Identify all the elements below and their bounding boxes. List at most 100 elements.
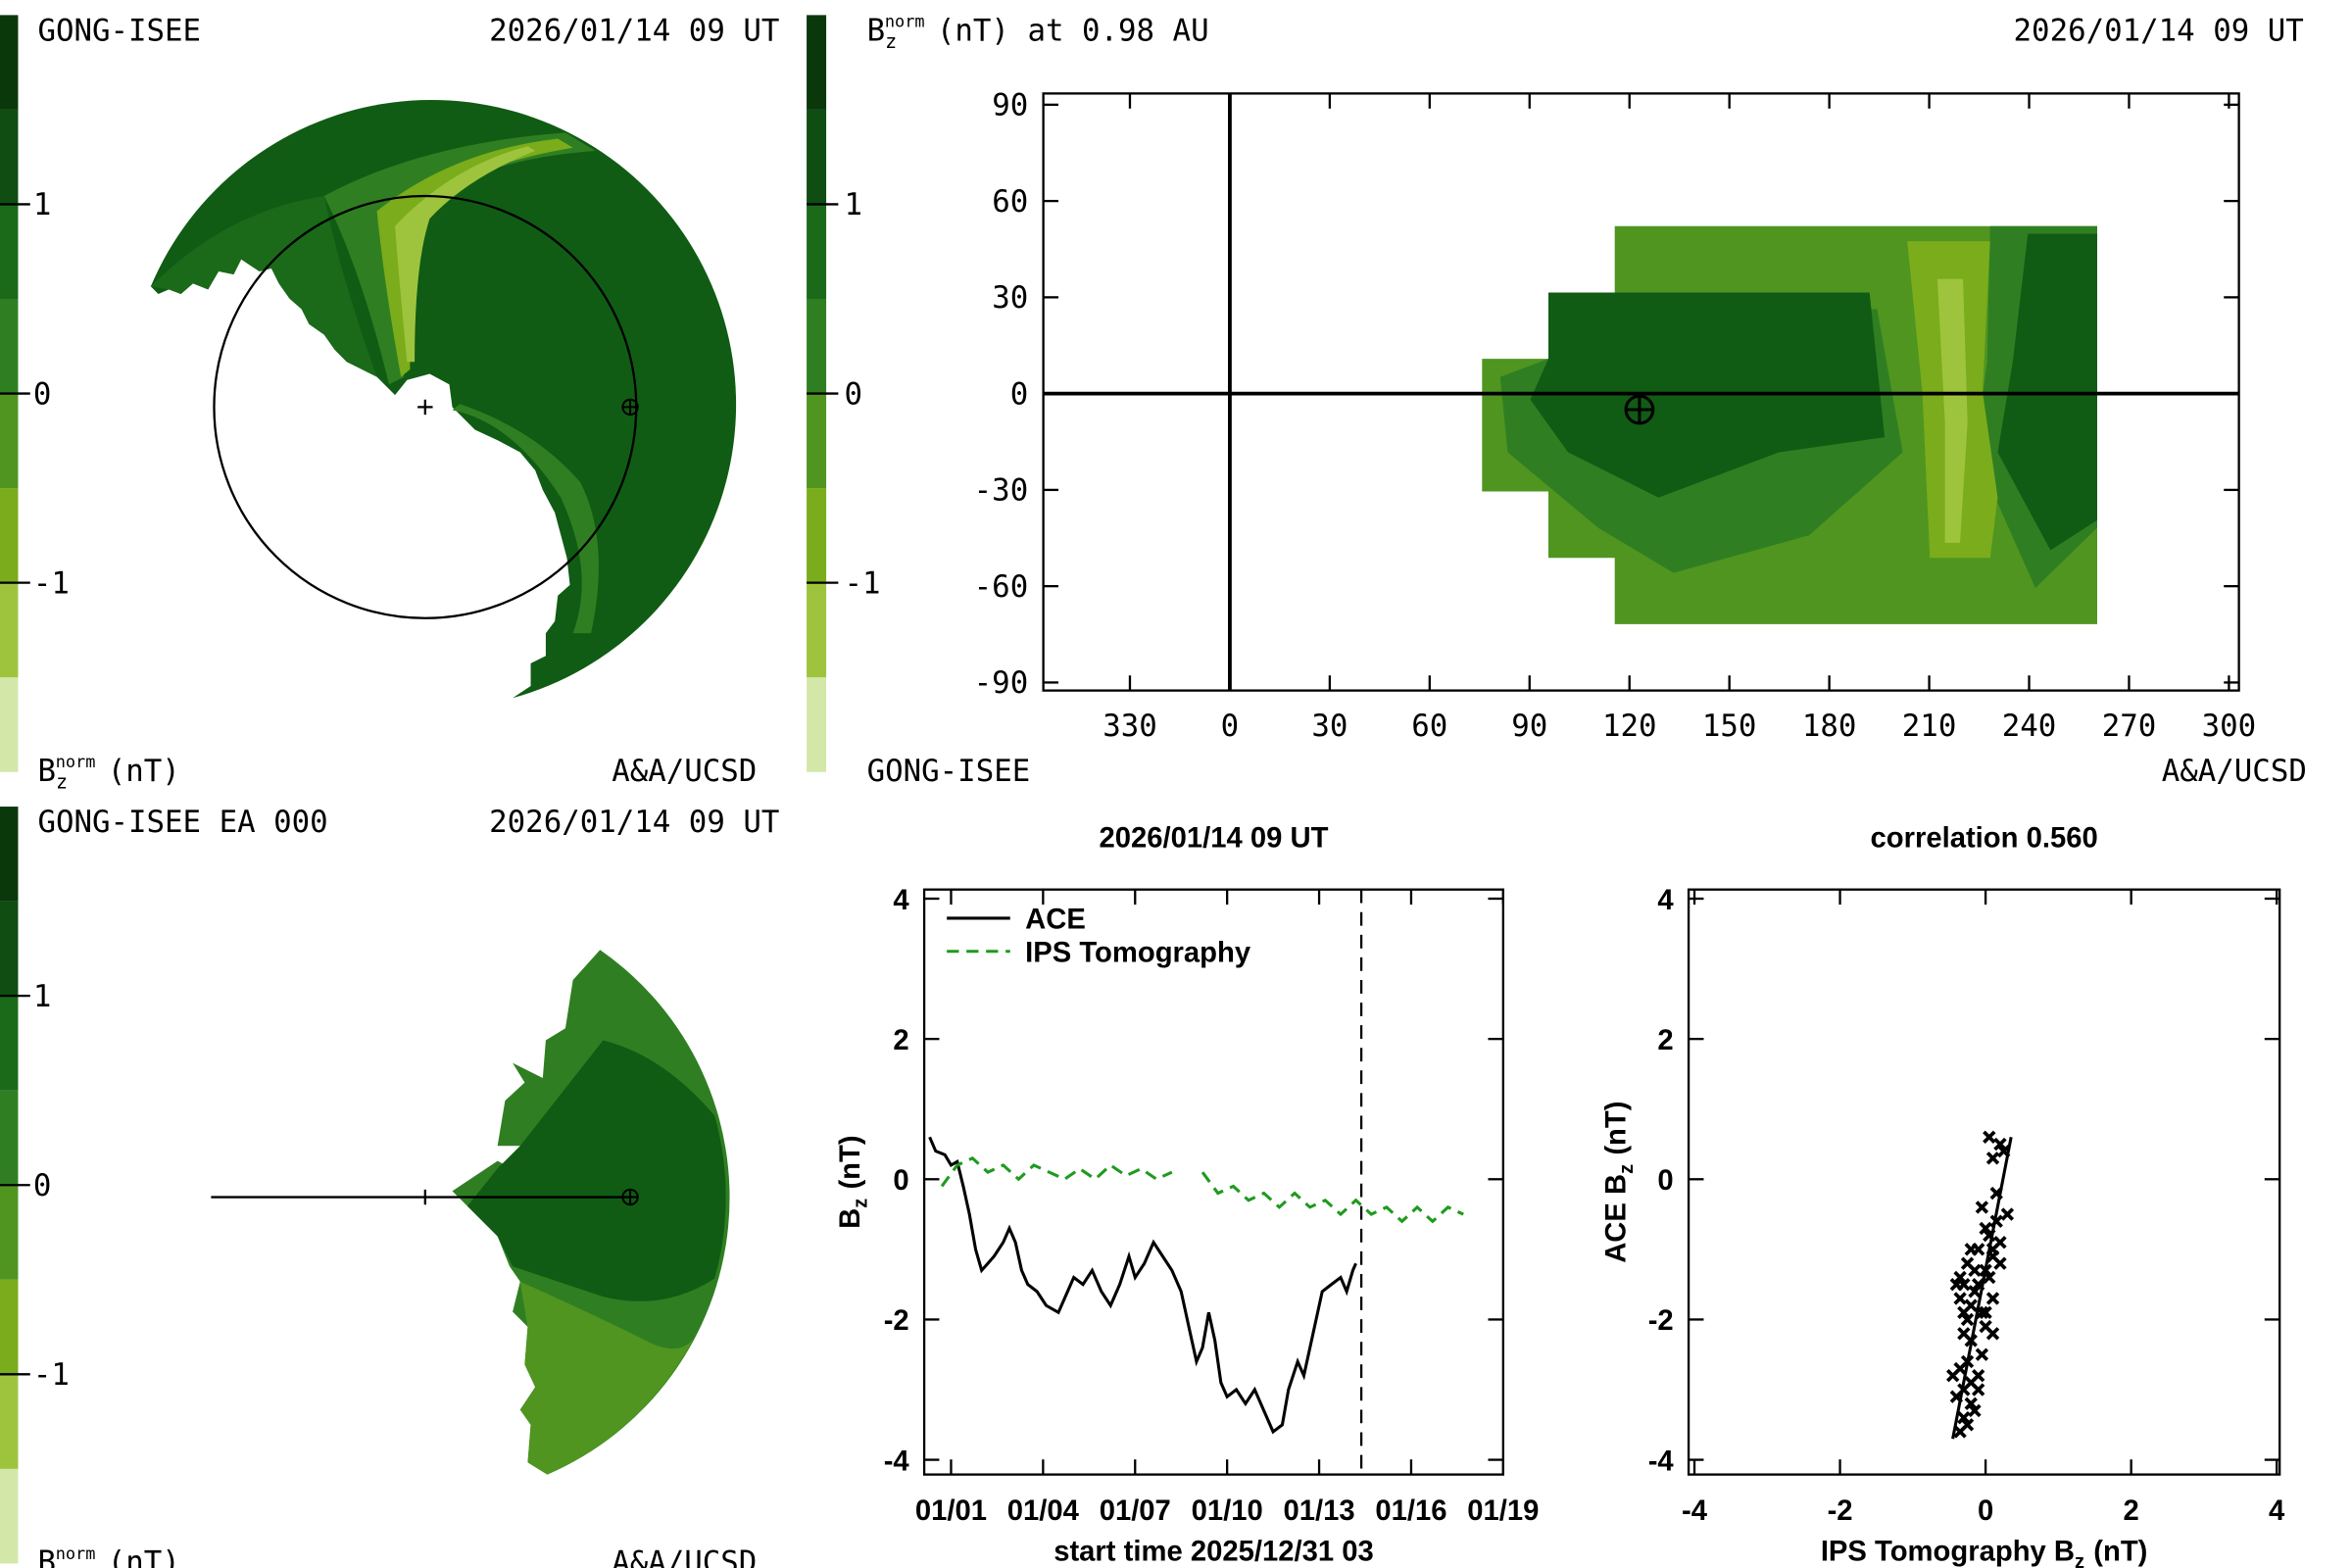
credit: A&A/UCSD	[612, 754, 757, 789]
y-tick-label: 2	[893, 1025, 908, 1056]
colorbar-band	[807, 677, 827, 772]
y-tick-label: 30	[992, 280, 1028, 316]
series-line	[928, 1136, 1357, 1435]
scatter-point	[1968, 1285, 1982, 1298]
x-tick-label: 0	[1221, 709, 1240, 744]
x-tick-label: 210	[1902, 709, 1957, 744]
y-axis-label-sub: z	[1616, 1164, 1638, 1174]
x-tick-label: 240	[2002, 709, 2057, 744]
scatter-point	[1957, 1305, 1971, 1319]
colorbar-tick-label: 0	[33, 376, 52, 412]
y-tick-label: 90	[992, 88, 1028, 123]
colorbar-band	[0, 807, 19, 902]
scatter-point	[1953, 1292, 1967, 1305]
colorbar-label-unit: (nT)	[108, 754, 180, 789]
colorbar-band	[807, 393, 827, 489]
chart-title: correlation 0.560	[1870, 823, 2097, 855]
scatter-point	[1971, 1383, 1985, 1396]
scatter-point	[1964, 1396, 1978, 1411]
scatter-point	[1968, 1263, 1982, 1278]
colorbar-tick-label: -1	[33, 565, 70, 601]
colorbar-tick-label: 1	[845, 187, 863, 222]
scatter-point	[1985, 1152, 2000, 1165]
colorbar-band	[0, 901, 19, 997]
contour-region	[466, 1040, 726, 1301]
colorbar-band	[0, 1374, 19, 1469]
x-tick-label: 01/19	[1467, 1495, 1539, 1527]
colorbar-tick-label: -1	[845, 565, 881, 601]
scatter-point	[1949, 1277, 1964, 1292]
scatter-point	[1964, 1243, 1978, 1256]
scatter-point	[1945, 1369, 1960, 1383]
contour-region	[395, 146, 536, 363]
colorbar-band	[0, 299, 19, 394]
scatter-point	[1985, 1292, 2000, 1305]
scatter-point	[1968, 1403, 1982, 1418]
x-tick-label: 270	[2102, 709, 2157, 744]
y-tick-label: -90	[974, 665, 1029, 701]
scatter-point	[1975, 1200, 1989, 1214]
y-tick-label: -4	[1648, 1446, 1675, 1477]
scatter-point	[1983, 1130, 1996, 1145]
colorbar-band	[0, 393, 19, 489]
y-tick-label: 2	[1657, 1025, 1673, 1056]
x-tick-label: 150	[1702, 709, 1757, 744]
ecliptic-contour	[150, 99, 737, 699]
y-tick-label: -2	[1648, 1305, 1674, 1337]
x-tick-label: 300	[2202, 709, 2257, 744]
map-title-sub: z	[885, 29, 897, 53]
colorbar-band	[807, 488, 827, 583]
x-tick-label: 330	[1102, 709, 1157, 744]
scatter-point	[1979, 1305, 1992, 1319]
x-axis-label: start time 2025/12/31 03	[1054, 1536, 1374, 1567]
panel-date: 2026/01/14 09 UT	[489, 805, 779, 840]
colorbar-label-sup: norm	[56, 752, 96, 771]
fit-line	[1951, 1137, 2013, 1440]
x-tick-label: 60	[1411, 709, 1447, 744]
y-axis-label: Bz (nT)	[835, 1135, 872, 1228]
earth	[622, 399, 638, 416]
colorbar-band	[807, 109, 827, 205]
y-tick-label: -30	[974, 473, 1029, 509]
y-tick-label: -2	[884, 1305, 909, 1337]
y-axis-label-sub: z	[851, 1199, 872, 1208]
panel-label: GONG-ISEE EA 000	[37, 805, 327, 840]
sun	[417, 399, 433, 416]
scatter-point	[1975, 1348, 1989, 1361]
y-tick-label: 0	[893, 1165, 908, 1197]
y-tick-label: -60	[974, 569, 1029, 605]
map-title: Bznorm (nT) at 0.98 AU	[867, 12, 1209, 54]
x-tick-label: 180	[1802, 709, 1857, 744]
x-tick-label: 01/01	[915, 1495, 987, 1527]
colorbar-band	[807, 204, 827, 299]
colorbar-label-unit: (nT)	[108, 1545, 180, 1568]
x-axis-label-sub: z	[2075, 1551, 2084, 1568]
colorbar-band	[0, 488, 19, 583]
x-tick-label: 01/04	[1007, 1495, 1080, 1527]
y-tick-label: 4	[893, 885, 909, 916]
y-tick-label: 4	[1657, 885, 1674, 916]
colorbar-band	[0, 1279, 19, 1375]
y-tick-label: 0	[1010, 376, 1029, 412]
colorbar-tick-label: -1	[33, 1357, 70, 1393]
earth-line	[211, 1189, 631, 1205]
panel-label: GONG-ISEE	[37, 14, 201, 49]
contour-region	[452, 404, 599, 634]
x-tick-label: 01/13	[1283, 1495, 1354, 1527]
series-line	[940, 1156, 1464, 1224]
meridional-contour	[211, 950, 730, 1475]
x-tick-label: 4	[2269, 1495, 2285, 1527]
x-axis-label-base: IPS Tomography B	[1821, 1536, 2075, 1567]
map-contour	[1482, 225, 2097, 624]
colorbar-band	[0, 204, 19, 299]
scatter-point	[1953, 1425, 1967, 1439]
y-axis-label-base: B	[835, 1208, 866, 1229]
colorbar-label: Bznorm (nT)	[37, 1544, 179, 1568]
scatter-point	[1993, 1256, 2007, 1270]
x-tick-label: 01/16	[1375, 1495, 1446, 1527]
y-tick-label: -4	[884, 1446, 910, 1477]
map-title-unit: (nT) at 0.98 AU	[937, 14, 1209, 49]
plot-frame	[922, 888, 1504, 1476]
y-tick-label: 60	[992, 184, 1028, 220]
